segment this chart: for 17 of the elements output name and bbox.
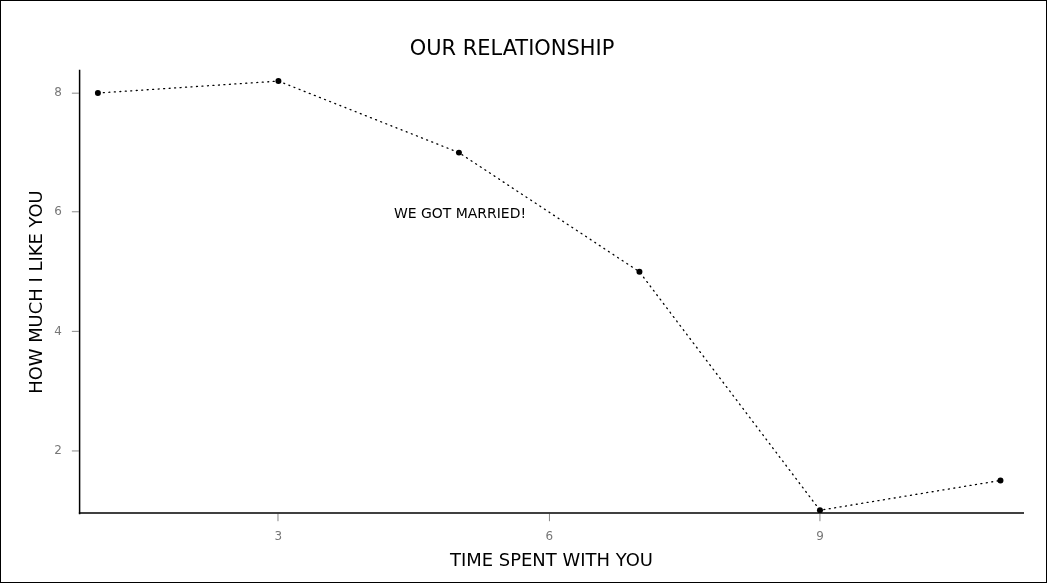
x-tick-label: 9 (816, 529, 824, 544)
point (94, 90, 101, 96)
point (636, 268, 643, 275)
x-tick-label: 6 (545, 529, 553, 544)
y-tick-label: 8 (54, 85, 62, 100)
y-tick-label: 4 (54, 323, 62, 338)
y-tick-label: 2 (54, 442, 62, 457)
y-tick-label: 6 (54, 204, 62, 219)
x-tick-label: 3 (274, 529, 283, 544)
y-axis-title: HOW MUCH I LIKE YOU (25, 190, 47, 394)
point (816, 507, 823, 514)
point (275, 78, 282, 85)
x-axis-title: TIME SPENT WITH YOU (448, 548, 653, 570)
chart-title: OUR RELATIONSHIP (409, 35, 615, 60)
annotation: WE GOT MARRIED! (393, 204, 527, 221)
point (997, 477, 1004, 484)
point (455, 149, 462, 156)
